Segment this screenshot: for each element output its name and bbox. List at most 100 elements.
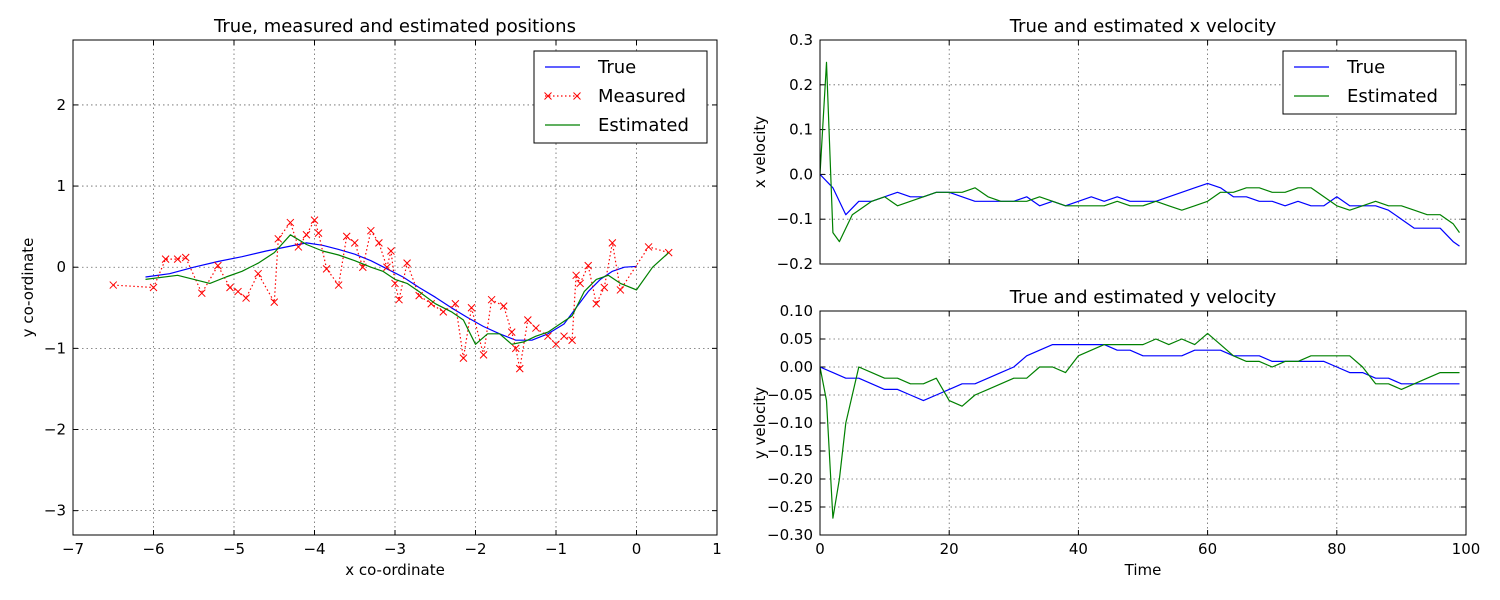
measured-point	[427, 299, 436, 308]
marker-stroke	[310, 216, 319, 225]
measured-point	[568, 336, 576, 345]
measured-point	[197, 289, 206, 298]
measured-point	[600, 283, 609, 292]
measured-point	[584, 261, 593, 270]
x-tick-label: −4	[303, 540, 325, 558]
y-tick-label: −0.10	[767, 414, 813, 432]
series-estimated	[145, 234, 670, 345]
marker-stroke	[403, 259, 411, 268]
measured-point	[387, 247, 395, 255]
y-axis-label: y co-ordinate	[19, 238, 37, 338]
measured-point	[286, 218, 295, 227]
measured-point	[254, 269, 263, 278]
measured-point	[314, 229, 323, 237]
y-tick-label: 0.0	[789, 165, 813, 183]
x-tick-label: 0	[815, 540, 825, 558]
marker-stroke	[254, 269, 263, 278]
marker-stroke	[584, 261, 593, 270]
marker-stroke	[427, 299, 436, 308]
marker-stroke	[608, 239, 617, 247]
measured-point	[270, 298, 279, 306]
measured-point	[608, 239, 617, 247]
legend: True Measured Estimated	[533, 50, 708, 144]
series-line-estimated	[820, 332, 1460, 519]
marker-stroke	[515, 364, 524, 373]
series-true	[820, 344, 1460, 402]
marker-stroke	[294, 243, 303, 251]
marker-stroke	[616, 286, 625, 294]
marker-stroke	[242, 294, 250, 302]
chart-title: True, measured and estimated positions	[213, 16, 576, 37]
marker-stroke	[560, 332, 568, 341]
y-tick-label: −0.25	[767, 498, 813, 516]
measured-point	[395, 295, 403, 304]
plot-frame	[819, 39, 1467, 265]
y-tick-label: 2	[56, 96, 66, 114]
y-tick-label: −2	[44, 421, 66, 439]
measured-point	[234, 287, 242, 296]
marker-stroke	[173, 255, 182, 263]
measured-point	[544, 332, 552, 341]
measured-point	[161, 255, 170, 263]
legend-label-estimated: Estimated	[598, 115, 689, 136]
measured-point	[592, 299, 601, 308]
marker-stroke	[383, 263, 391, 272]
marker-stroke	[499, 302, 508, 311]
x-tick-label: −3	[384, 540, 406, 558]
series-measured	[109, 216, 673, 373]
measured-point	[459, 354, 468, 362]
marker-stroke	[523, 316, 532, 324]
y-tick-label: −3	[44, 502, 66, 520]
measured-point	[552, 340, 560, 349]
y-tick-label: 0.10	[780, 302, 813, 320]
legend-box	[533, 50, 708, 144]
measured-point	[214, 261, 222, 270]
series-true	[820, 173, 1460, 247]
measured-point	[507, 328, 516, 336]
measured-point	[383, 263, 391, 272]
x-tick-label: −6	[142, 540, 164, 558]
y-tick-label: 0.2	[789, 76, 813, 94]
marker-stroke	[109, 281, 118, 289]
marker-stroke	[302, 230, 311, 239]
measured-point	[322, 264, 331, 273]
measured-point	[149, 283, 158, 292]
marker-stroke	[334, 281, 343, 289]
marker-stroke	[149, 283, 158, 292]
marker-stroke	[507, 328, 516, 336]
marker-stroke	[286, 218, 295, 227]
series-estimated	[820, 332, 1460, 519]
x-tick-label: −5	[223, 540, 245, 558]
marker-stroke	[274, 234, 283, 243]
chart-1: −7 −6 −5 −4 −3 −2 −1 0 1 −3 −2 −1 0 1 2 True, measured …	[19, 16, 722, 579]
measured-point	[572, 271, 580, 280]
legend-marker	[573, 92, 581, 100]
measured-point	[644, 243, 653, 251]
marker-stroke	[270, 298, 279, 306]
legend-marker	[544, 92, 552, 100]
measured-point	[366, 226, 375, 235]
series-line-true	[820, 173, 1460, 247]
x-axis-label: Time	[1124, 561, 1162, 579]
marker-stroke	[568, 336, 576, 345]
y-tick-label: 0.1	[789, 121, 813, 139]
x-tick-label: 60	[1198, 540, 1217, 558]
measured-point	[467, 303, 476, 312]
marker-stroke	[314, 229, 323, 237]
measured-point	[532, 324, 540, 332]
measured-point	[487, 295, 496, 304]
measured-point	[226, 283, 234, 292]
measured-point	[576, 279, 585, 288]
marker-stroke	[342, 232, 351, 241]
y-axis-label: x velocity	[751, 116, 769, 188]
y-tick-label: −0.1	[777, 210, 813, 228]
x-tick-label: 80	[1327, 540, 1346, 558]
marker-stroke	[395, 295, 403, 304]
y-axis-label: y velocity	[751, 387, 769, 459]
chart-3: 0 20 40 60 80 100 −0.30 −0.25 −0.20 −0.15 −0.10 −0.…	[751, 287, 1480, 579]
measured-point	[523, 316, 532, 324]
marker-stroke	[544, 332, 552, 341]
measured-point	[173, 255, 182, 263]
marker-stroke	[451, 299, 460, 308]
